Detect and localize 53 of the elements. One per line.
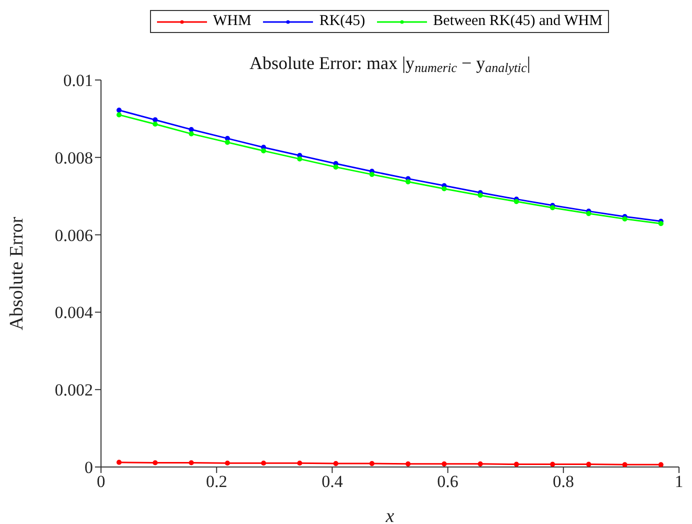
point [224,460,230,466]
legend-label: WHM [213,13,252,30]
point [152,460,158,466]
point [369,460,374,466]
point [333,460,338,466]
point [622,462,628,467]
y-tick-label: 0.01 [63,71,93,90]
point [514,462,519,467]
point [152,122,158,127]
point [369,172,374,177]
chart-title: Absolute Error: max |y$_{numeric}$ − y$_{analytic}$| [249,53,531,76]
point [586,462,592,467]
point [406,461,411,466]
y-tick-label: 0.002 [54,380,93,400]
y-tick-label: 0 [84,458,93,478]
point [586,210,592,216]
point [261,148,266,154]
point [297,460,302,466]
legend-label: RK(45) [319,13,366,30]
point [116,108,122,113]
point [550,205,556,210]
point [188,126,194,132]
point [442,186,447,192]
point [261,460,266,466]
point [478,192,483,198]
point [406,179,411,184]
x-tick-label: 0 [96,472,106,492]
point [116,112,122,118]
x-tick-label: 0.4 [322,472,344,492]
point [188,131,194,136]
y-tick-label: 0.006 [54,226,93,245]
y-tick-label: 0.004 [54,303,94,322]
x-tick-label: 0.8 [552,472,574,492]
point [514,198,519,204]
point [224,136,230,141]
x-tick-label: 0.2 [206,472,228,492]
x-tick-label: 0.6 [437,472,458,492]
point [478,461,483,466]
x-tick-label: 1 [674,472,684,492]
point [116,460,122,465]
point [658,221,664,226]
legend-label: Between RK(45) and WHM [433,13,602,30]
point [442,461,447,466]
point [297,156,302,162]
point [333,164,338,170]
point [224,140,230,145]
point [188,460,194,466]
point [658,462,664,467]
x-axis-title: x [384,506,395,524]
y-axis-title: Absolute Error [6,216,28,330]
y-tick-label: 0.008 [54,148,93,168]
point [152,117,158,122]
point [550,462,556,467]
